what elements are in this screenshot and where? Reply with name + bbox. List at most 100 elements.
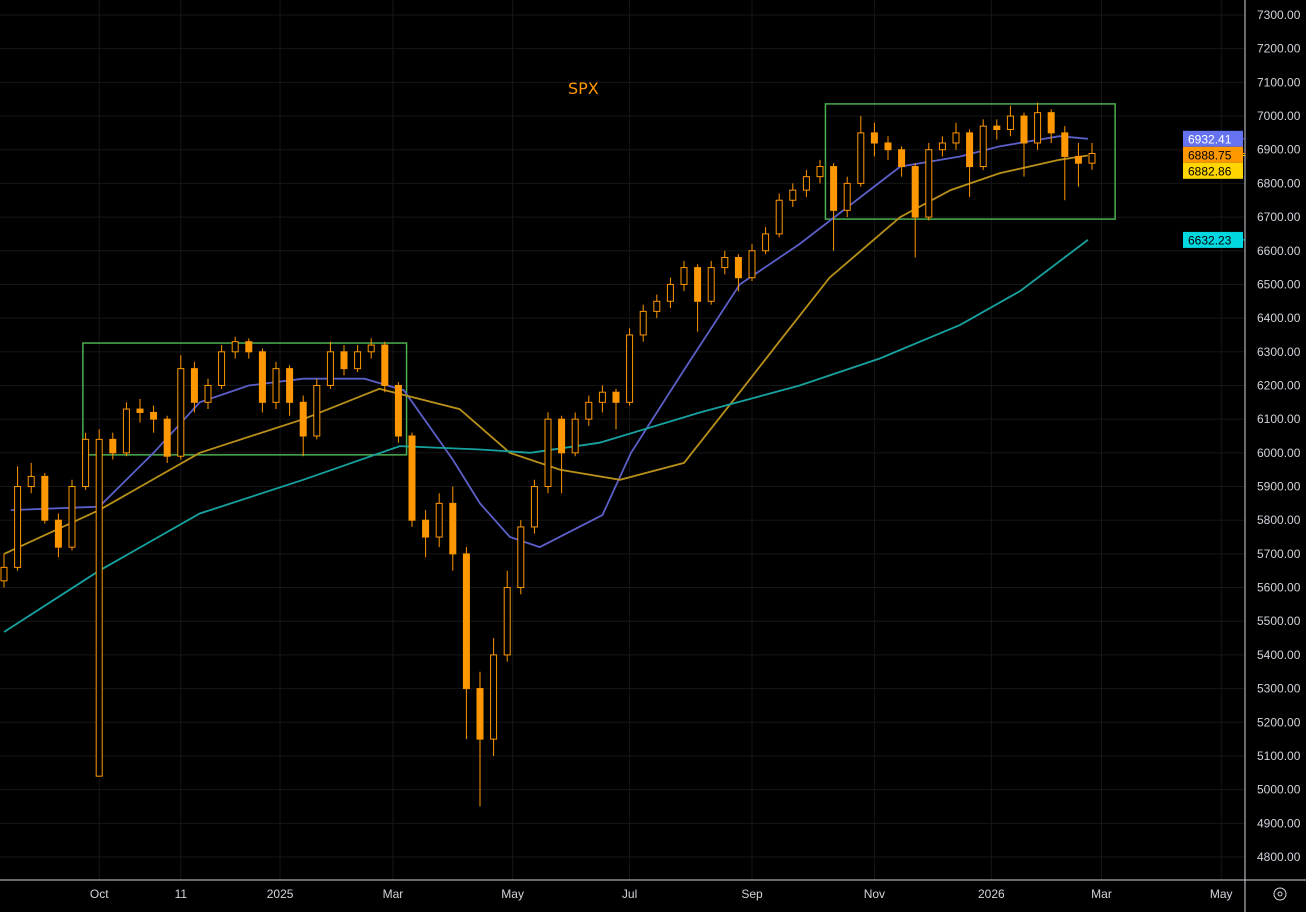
candle xyxy=(1088,142,1096,170)
candle-body xyxy=(598,391,606,403)
candle xyxy=(544,412,552,494)
y-tick-label: 6300.00 xyxy=(1257,345,1301,359)
candle xyxy=(1074,142,1082,187)
candle xyxy=(1006,105,1014,137)
candle xyxy=(190,361,198,413)
price-label-text: 6882.86 xyxy=(1188,164,1232,178)
candle-body xyxy=(734,256,742,279)
candle-body xyxy=(435,502,443,538)
y-tick-label: 6900.00 xyxy=(1257,143,1301,157)
candle xyxy=(952,122,960,150)
candle xyxy=(68,479,76,551)
candle-body xyxy=(1088,153,1096,164)
price-label-text: 6888.75 xyxy=(1188,148,1232,162)
candle xyxy=(571,412,579,457)
candle xyxy=(245,338,253,359)
candle-body xyxy=(14,486,22,568)
candle xyxy=(299,395,307,457)
candle xyxy=(884,136,892,160)
candle-body xyxy=(1034,112,1042,144)
candle xyxy=(694,264,702,332)
candle xyxy=(666,277,674,309)
y-tick-label: 6500.00 xyxy=(1257,277,1301,291)
candle xyxy=(1047,109,1055,143)
candle-body xyxy=(462,553,470,690)
candle-body xyxy=(870,132,878,144)
candle-body xyxy=(218,351,226,386)
candle-body xyxy=(150,411,158,420)
y-tick-label: 6800.00 xyxy=(1257,176,1301,190)
candle-body xyxy=(775,199,783,235)
candle xyxy=(204,378,212,410)
x-tick-label: Oct xyxy=(90,887,109,901)
y-tick-label: 6700.00 xyxy=(1257,210,1301,224)
candle-body xyxy=(938,142,946,151)
candle-body xyxy=(54,519,62,548)
candle-body xyxy=(299,401,307,437)
moving-average-line xyxy=(3,154,1089,555)
candle-body xyxy=(857,132,865,184)
candle-body xyxy=(789,189,797,201)
candle xyxy=(748,244,756,282)
y-tick-label: 6600.00 xyxy=(1257,244,1301,258)
candle-body xyxy=(326,351,334,386)
candle-body xyxy=(762,233,770,252)
candle xyxy=(816,159,824,184)
candle-body xyxy=(177,368,185,457)
candle xyxy=(381,341,389,393)
candle-body xyxy=(979,125,987,168)
candle xyxy=(925,142,933,221)
candle-body xyxy=(911,166,919,218)
candle xyxy=(163,415,171,463)
candle xyxy=(680,260,688,292)
y-tick-label: 5000.00 xyxy=(1257,783,1301,797)
candle-body xyxy=(626,334,634,403)
y-tick-label: 6100.00 xyxy=(1257,412,1301,426)
candle-body xyxy=(503,587,511,656)
y-tick-label: 5600.00 xyxy=(1257,581,1301,595)
candle xyxy=(843,176,851,218)
range-rectangle xyxy=(824,103,1116,220)
candle-body xyxy=(313,384,321,437)
candle-body xyxy=(82,438,90,488)
candle xyxy=(14,466,22,571)
candle xyxy=(150,405,158,433)
candle-body xyxy=(952,132,960,144)
candle-body xyxy=(231,341,239,353)
y-tick-label: 5700.00 xyxy=(1257,547,1301,561)
candle xyxy=(122,402,130,457)
candle-body xyxy=(449,502,457,555)
candle xyxy=(462,547,470,740)
candle-body xyxy=(422,519,430,538)
y-tick-label: 6200.00 xyxy=(1257,378,1301,392)
candle-body xyxy=(993,125,1001,131)
candle xyxy=(979,119,987,170)
y-tick-label: 7200.00 xyxy=(1257,42,1301,56)
x-tick-label: Mar xyxy=(1091,887,1112,901)
price-label-text: 6632.23 xyxy=(1188,233,1232,247)
x-tick-label: 2025 xyxy=(267,887,294,901)
candle xyxy=(938,136,946,157)
candle xyxy=(612,388,620,430)
y-tick-label: 5500.00 xyxy=(1257,614,1301,628)
candle-body xyxy=(530,486,538,528)
candle xyxy=(598,385,606,413)
moving-average-line xyxy=(10,135,1088,549)
candle xyxy=(231,336,239,359)
candle-body xyxy=(245,341,253,353)
price-label-badge xyxy=(1183,146,1243,163)
candle xyxy=(394,382,402,443)
candle xyxy=(476,671,484,807)
candle-body xyxy=(966,132,974,168)
y-tick-label: 5100.00 xyxy=(1257,749,1301,763)
x-tick-label: Sep xyxy=(741,887,763,901)
candle xyxy=(911,163,919,258)
candle-body xyxy=(1020,115,1028,144)
candle-body xyxy=(884,142,892,151)
candle xyxy=(558,415,566,494)
candle xyxy=(136,398,144,423)
candle xyxy=(354,345,362,373)
y-tick-label: 5300.00 xyxy=(1257,682,1301,696)
candle-body xyxy=(517,526,525,589)
